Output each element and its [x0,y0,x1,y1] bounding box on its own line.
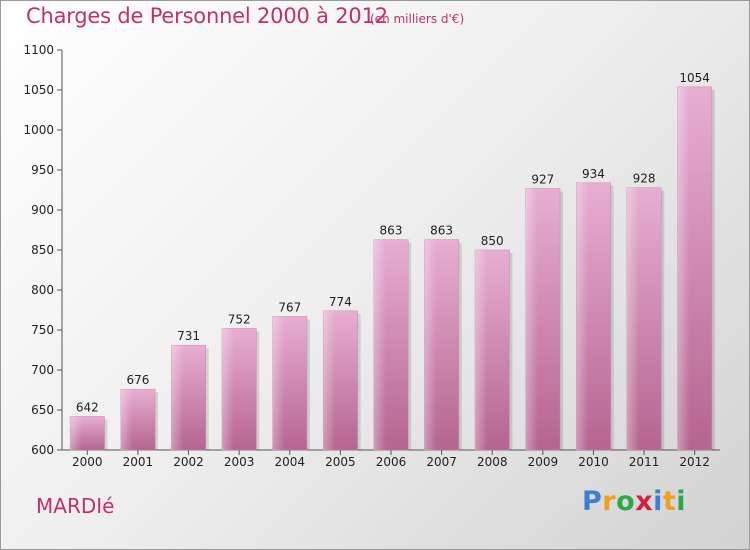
y-tick-label: 1000 [23,123,54,137]
data-label: 863 [380,224,403,238]
bar-highlight [424,239,437,450]
y-tick-label: 1100 [23,43,54,57]
y-tick-label: 650 [31,403,54,417]
x-tick-label: 2001 [123,455,154,469]
data-label: 928 [633,172,656,186]
chart-title: Charges de Personnel 2000 à 2012 [26,4,388,28]
logo-letter: i [676,486,687,517]
bar-highlight [221,328,234,450]
chart-bars [69,86,715,451]
y-tick-label: 950 [31,163,54,177]
data-label: 774 [329,295,352,309]
y-tick-label: 600 [31,443,54,457]
data-label: 1054 [679,71,710,85]
proxiti-logo: Proxiti [582,486,686,517]
x-tick-label: 2002 [173,455,204,469]
data-label: 927 [531,172,554,186]
bar-highlight [373,239,386,450]
logo-letter: P [582,486,603,517]
x-tick-label: 2005 [325,455,356,469]
bar-highlight [70,416,83,450]
data-label: 850 [481,234,504,248]
commune-name: MARDIé [36,494,115,518]
y-tick-label: 850 [31,243,54,257]
x-tick-label: 2010 [578,455,609,469]
bar-highlight [677,86,690,451]
bar-highlight [120,389,133,450]
data-label: 752 [228,312,251,326]
bar-highlight [475,250,488,450]
data-label: 934 [582,167,605,181]
data-label: 863 [430,224,453,238]
bar-highlight [323,310,336,450]
bar-highlight [525,188,538,450]
x-tick-label: 2004 [274,455,305,469]
chart-labels: 642 676 731 752 767 774 863 863 850 927 934 928 1054 [76,71,710,415]
data-label: 731 [177,329,200,343]
bar-highlight [171,345,184,450]
logo-letter: t [662,486,677,517]
y-tick-label: 750 [31,323,54,337]
data-label: 767 [278,300,301,314]
x-tick-label: 2007 [426,455,457,469]
logo-letter: x [635,486,654,517]
logo-letter: r [602,486,617,517]
bar-highlight [576,182,589,451]
data-label: 676 [126,373,149,387]
y-tick-label: 900 [31,203,54,217]
bar-highlight [626,187,639,450]
x-tick-label: 2011 [629,455,660,469]
logo-letter: o [616,486,636,517]
x-tick-label: 2009 [528,455,559,469]
logo-letter: i [653,486,663,517]
chart-subtitle: (en milliers d'€) [370,12,465,26]
y-tick-label: 800 [31,283,54,297]
data-label: 642 [76,400,99,414]
x-tick-label: 2006 [376,455,407,469]
x-tick-label: 2000 [72,455,103,469]
x-tick-label: 2008 [477,455,508,469]
x-tick-label: 2003 [224,455,255,469]
bar-highlight [272,316,285,450]
y-tick-label: 700 [31,363,54,377]
y-tick-label: 1050 [23,83,54,97]
x-tick-label: 2012 [679,455,710,469]
